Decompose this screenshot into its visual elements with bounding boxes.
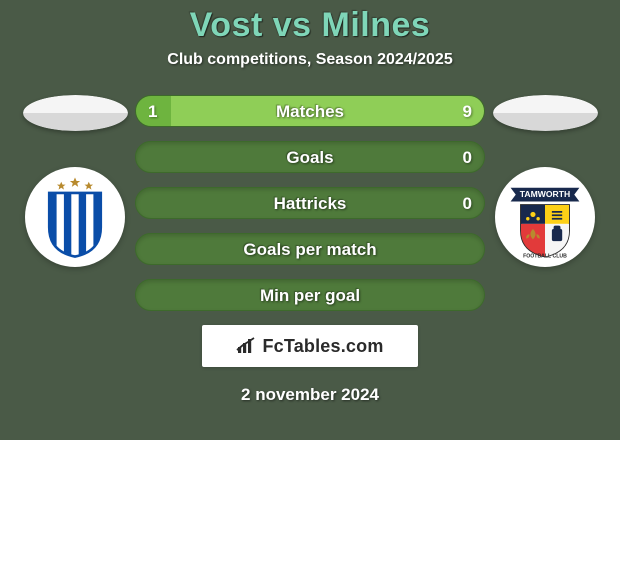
svg-text:FOOTBALL CLUB: FOOTBALL CLUB — [523, 253, 567, 259]
left-side-column — [15, 95, 135, 267]
stat-value-right: 0 — [451, 188, 484, 219]
bar-chart-icon — [236, 337, 258, 355]
title-left: Vost — [190, 6, 263, 44]
huddersfield-badge-icon — [32, 174, 118, 260]
flag-icon — [493, 95, 598, 131]
stat-label: Matches — [136, 96, 484, 127]
watermark: FcTables.com — [236, 336, 383, 357]
stat-value-left: 1 — [136, 96, 169, 127]
stat-label: Hattricks — [136, 188, 484, 219]
right-flag — [493, 95, 598, 131]
stat-bar: Goals per match — [135, 233, 485, 265]
stat-bar: Hattricks0 — [135, 187, 485, 219]
watermark-box: FcTables.com — [202, 325, 418, 367]
stat-bar: Min per goal — [135, 279, 485, 311]
right-side-column: TAMWORTH FOOTBA — [485, 95, 605, 267]
stat-value-right: 0 — [451, 142, 484, 173]
stat-bar: Matches1 9 — [135, 95, 485, 127]
right-club-badge: TAMWORTH FOOTBA — [495, 167, 595, 267]
left-flag — [23, 95, 128, 131]
watermark-text: FcTables.com — [262, 336, 383, 357]
subtitle: Club competitions, Season 2024/2025 — [0, 51, 620, 69]
flag-icon — [23, 95, 128, 131]
title-right: Milnes — [322, 6, 431, 44]
date-line: 2 november 2024 — [0, 385, 620, 405]
stat-label: Goals per match — [136, 234, 484, 265]
main-row: Matches19Goals0Hattricks0Goals per match… — [0, 95, 620, 311]
tamworth-badge-icon: TAMWORTH FOOTBA — [502, 174, 588, 260]
background-bottom — [0, 440, 620, 580]
left-club-badge — [25, 167, 125, 267]
stat-label: Min per goal — [136, 280, 484, 311]
stat-bars: Matches19Goals0Hattricks0Goals per match… — [135, 95, 485, 311]
stat-value-right: 9 — [451, 96, 484, 127]
stat-bar: Goals0 — [135, 141, 485, 173]
svg-text:TAMWORTH: TAMWORTH — [520, 189, 570, 199]
stat-label: Goals — [136, 142, 484, 173]
page-title: Vost vs Milnes — [0, 0, 620, 45]
title-vs: vs — [273, 6, 312, 44]
